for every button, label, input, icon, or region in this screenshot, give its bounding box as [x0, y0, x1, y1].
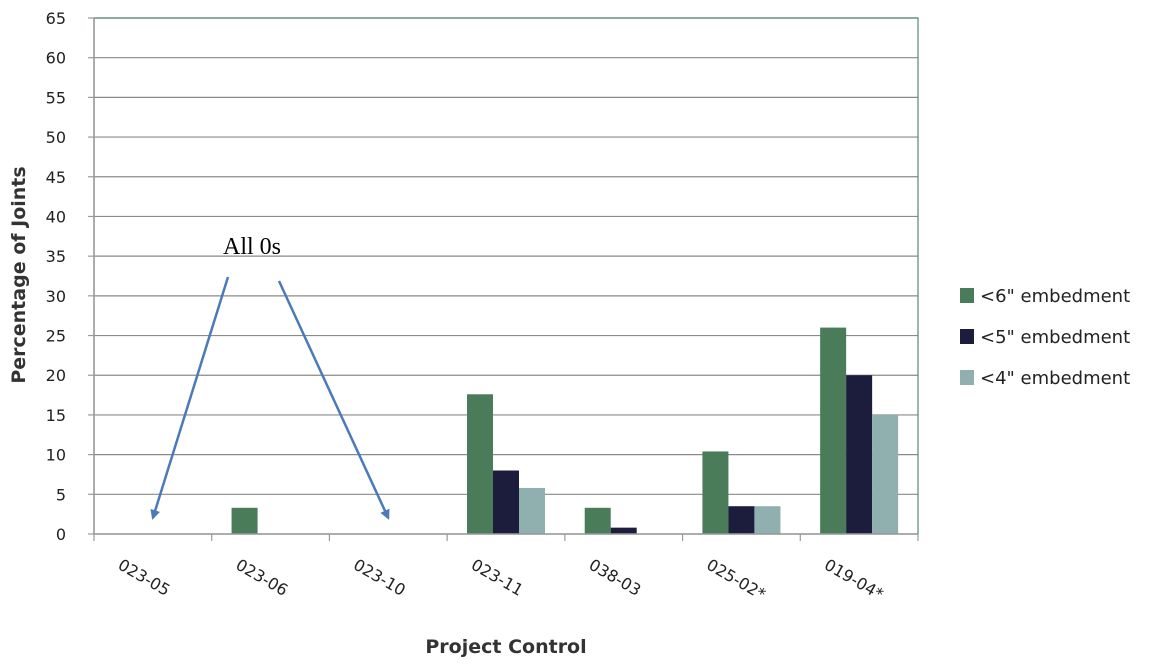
x-tick-label: 023-10 [350, 555, 409, 600]
y-tick-labels: 0 5 10 15 20 25 30 35 40 45 50 55 60 65 [46, 9, 66, 544]
bars [231, 327, 899, 534]
legend-swatch [960, 329, 974, 344]
y-tick-label: 50 [46, 128, 66, 147]
y-tick-label: 60 [46, 49, 66, 68]
bar [231, 507, 258, 534]
x-tick-labels: 023-05 023-06 023-10 023-11 038-03 025-02* 019… [115, 555, 887, 604]
y-axis-title: Percentage of Joints [8, 166, 30, 383]
bar [610, 527, 637, 534]
bar [467, 394, 493, 534]
plot-frame [93, 17, 919, 535]
legend-label: <5" embedment [980, 327, 1130, 348]
y-tick-label: 55 [46, 88, 66, 107]
bar [872, 414, 899, 534]
legend-swatch [960, 370, 974, 385]
y-tick-label: 30 [46, 287, 66, 306]
bar [702, 451, 729, 534]
annotation-arrow [150, 276, 230, 520]
y-tick-label: 35 [46, 247, 66, 266]
annotation-label: All 0s [223, 234, 281, 260]
y-tick-label: 20 [46, 366, 66, 385]
x-tick-label: 038-03 [586, 555, 645, 600]
legend-swatch [960, 288, 974, 303]
x-tick-label: 023-05 [115, 555, 174, 600]
bar [493, 470, 519, 534]
x-tick-label: 023-06 [233, 555, 292, 600]
y-tick-label: 65 [46, 9, 66, 28]
y-tick-label: 45 [46, 168, 66, 187]
annotation-arrow [277, 280, 390, 520]
y-tick-label: 40 [46, 207, 66, 226]
x-tick-label: 019-04* [821, 555, 887, 604]
legend-label: <4" embedment [980, 368, 1130, 389]
legend: <6" embedment <5" embedment <4" embedment [960, 286, 1130, 389]
x-tick-label: 023-11 [468, 555, 527, 600]
y-tick-label: 0 [56, 525, 66, 544]
axes [88, 17, 919, 541]
bar [584, 507, 611, 534]
x-tick-label: 025-02* [703, 555, 769, 604]
bar [754, 506, 781, 534]
bar [728, 506, 755, 534]
y-tick-label: 15 [46, 406, 66, 425]
grid-lines [94, 17, 918, 495]
y-tick-label: 10 [46, 446, 66, 465]
x-axis-title: Project Control [425, 636, 586, 658]
bar [519, 487, 545, 534]
y-tick-label: 25 [46, 327, 66, 346]
y-tick-label: 5 [56, 485, 66, 504]
bar [846, 375, 873, 534]
annotation: All 0s [150, 234, 390, 520]
bar [820, 327, 847, 534]
legend-label: <6" embedment [980, 286, 1130, 307]
